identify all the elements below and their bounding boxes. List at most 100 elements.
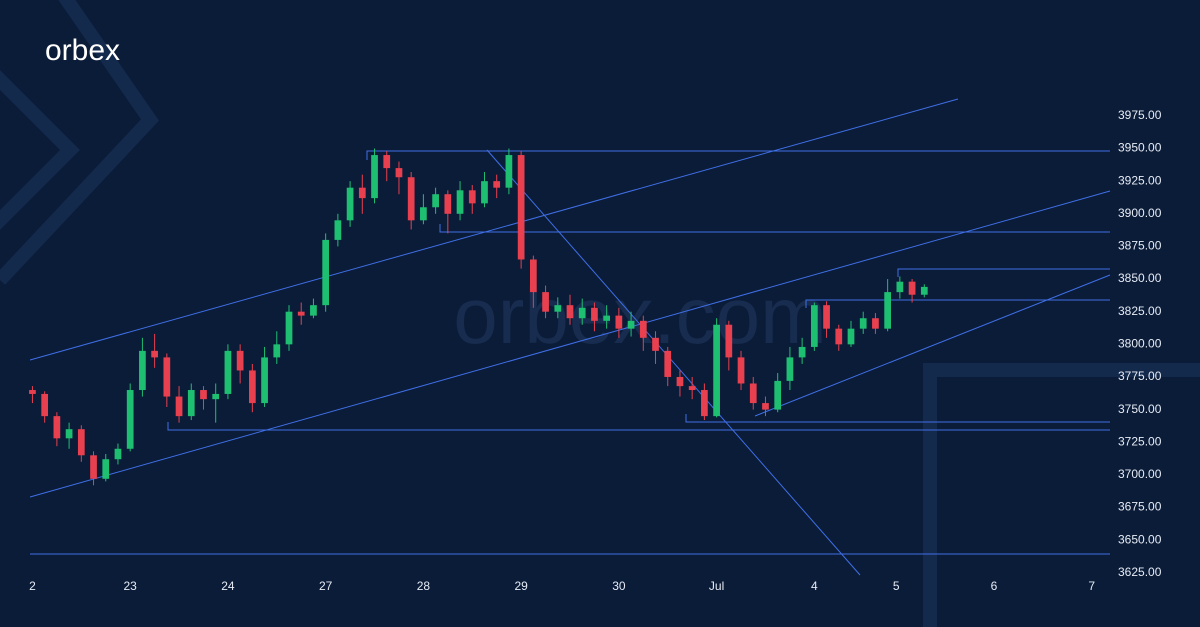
y-tick-label: 3825.00 bbox=[1118, 304, 1162, 318]
chevron bbox=[0, 0, 159, 285]
candle-body bbox=[554, 305, 562, 312]
candle-body bbox=[908, 281, 916, 295]
candle-body bbox=[77, 429, 85, 456]
candle-body bbox=[29, 390, 36, 394]
candle-body bbox=[627, 320, 635, 329]
x-tick-label: Jul bbox=[709, 579, 724, 593]
candle-body bbox=[615, 315, 623, 329]
y-tick-label: 3925.00 bbox=[1118, 173, 1162, 187]
level-line bbox=[685, 414, 1110, 423]
candle-body bbox=[322, 239, 330, 306]
x-tick-label: 28 bbox=[417, 579, 431, 593]
candle-body bbox=[297, 311, 305, 316]
candle-body bbox=[65, 429, 73, 439]
candle-body bbox=[859, 318, 867, 329]
candle-body bbox=[481, 181, 488, 204]
candle-body bbox=[749, 383, 757, 404]
x-tick-label: 6 bbox=[991, 579, 998, 593]
x-tick-label: 2 bbox=[29, 579, 36, 593]
candle-body bbox=[53, 416, 61, 439]
candle-body bbox=[591, 307, 598, 321]
candle-body bbox=[395, 168, 403, 178]
candle-body bbox=[420, 207, 427, 221]
candle-body bbox=[334, 220, 342, 240]
candle-body bbox=[432, 194, 439, 208]
x-tick-label: 4 bbox=[811, 579, 818, 593]
y-tick-label: 3875.00 bbox=[1118, 239, 1162, 253]
level-line bbox=[366, 150, 1110, 160]
candle-body bbox=[163, 357, 171, 397]
candle-body bbox=[505, 155, 513, 188]
candle-body bbox=[920, 286, 928, 295]
candle-body bbox=[212, 393, 220, 400]
trend-line bbox=[29, 98, 959, 361]
candle-body bbox=[139, 350, 146, 391]
candle-body bbox=[578, 307, 586, 319]
candle-body bbox=[273, 344, 281, 358]
candle-body bbox=[542, 292, 549, 312]
candle-body bbox=[444, 194, 452, 214]
x-tick-label: 29 bbox=[514, 579, 528, 593]
candle-body bbox=[236, 350, 244, 371]
candle-body bbox=[701, 390, 708, 417]
y-tick-label: 3700.00 bbox=[1118, 467, 1162, 481]
candle-body bbox=[407, 177, 415, 221]
candle-body bbox=[676, 376, 684, 387]
logo: orbex bbox=[45, 34, 120, 67]
candle-body bbox=[456, 190, 464, 214]
y-tick-label: 3650.00 bbox=[1118, 532, 1162, 546]
candle-body bbox=[786, 357, 794, 381]
y-tick-label: 3900.00 bbox=[1118, 206, 1162, 220]
x-tick-label: 24 bbox=[221, 579, 235, 593]
candle-body bbox=[383, 155, 391, 169]
candle-body bbox=[664, 350, 672, 377]
trend-line bbox=[29, 190, 1111, 498]
x-tick-label: 30 bbox=[612, 579, 626, 593]
y-tick-label: 3750.00 bbox=[1118, 402, 1162, 416]
y-tick-label: 3975.00 bbox=[1118, 108, 1162, 122]
trend-line bbox=[486, 149, 861, 576]
frame-decor bbox=[923, 363, 1200, 627]
x-tick-label: 7 bbox=[1088, 579, 1095, 593]
candle-body bbox=[41, 393, 49, 417]
candle-body bbox=[346, 187, 354, 221]
candle-body bbox=[90, 455, 97, 479]
y-tick-label: 3950.00 bbox=[1118, 141, 1162, 155]
level-line bbox=[167, 422, 1110, 431]
candle-body bbox=[688, 386, 696, 391]
watermark: orbex.com bbox=[453, 271, 826, 360]
candle-body bbox=[310, 305, 317, 316]
candle-body bbox=[713, 324, 720, 417]
candle-body bbox=[517, 155, 525, 260]
candle-body bbox=[114, 448, 122, 460]
candle-body bbox=[896, 281, 904, 293]
candle-body bbox=[200, 390, 207, 400]
candle-body bbox=[248, 370, 256, 404]
candle-body bbox=[603, 315, 611, 321]
candle-body bbox=[798, 346, 806, 358]
level-line bbox=[805, 299, 1110, 308]
candle-body bbox=[652, 337, 659, 351]
y-tick-label: 3725.00 bbox=[1118, 434, 1162, 448]
x-tick-label: 27 bbox=[319, 579, 333, 593]
candle-body bbox=[493, 181, 501, 188]
candle-body bbox=[187, 390, 195, 417]
level-line bbox=[439, 224, 1110, 233]
candle-body bbox=[151, 350, 158, 358]
candle-body bbox=[884, 292, 892, 329]
candle-body bbox=[639, 320, 647, 338]
candle-body bbox=[847, 328, 855, 345]
x-tick-label: 5 bbox=[893, 579, 900, 593]
candle-body bbox=[261, 357, 268, 404]
annotations bbox=[29, 98, 1111, 576]
y-tick-label: 3625.00 bbox=[1118, 565, 1162, 579]
candle-body bbox=[529, 259, 537, 293]
candle-body bbox=[224, 350, 232, 394]
candle-body bbox=[102, 459, 110, 479]
y-tick-label: 3800.00 bbox=[1118, 337, 1162, 351]
candle-body bbox=[371, 155, 378, 199]
candle-body bbox=[468, 190, 476, 204]
x-tick-label: 23 bbox=[124, 579, 138, 593]
candle-body bbox=[358, 187, 366, 199]
